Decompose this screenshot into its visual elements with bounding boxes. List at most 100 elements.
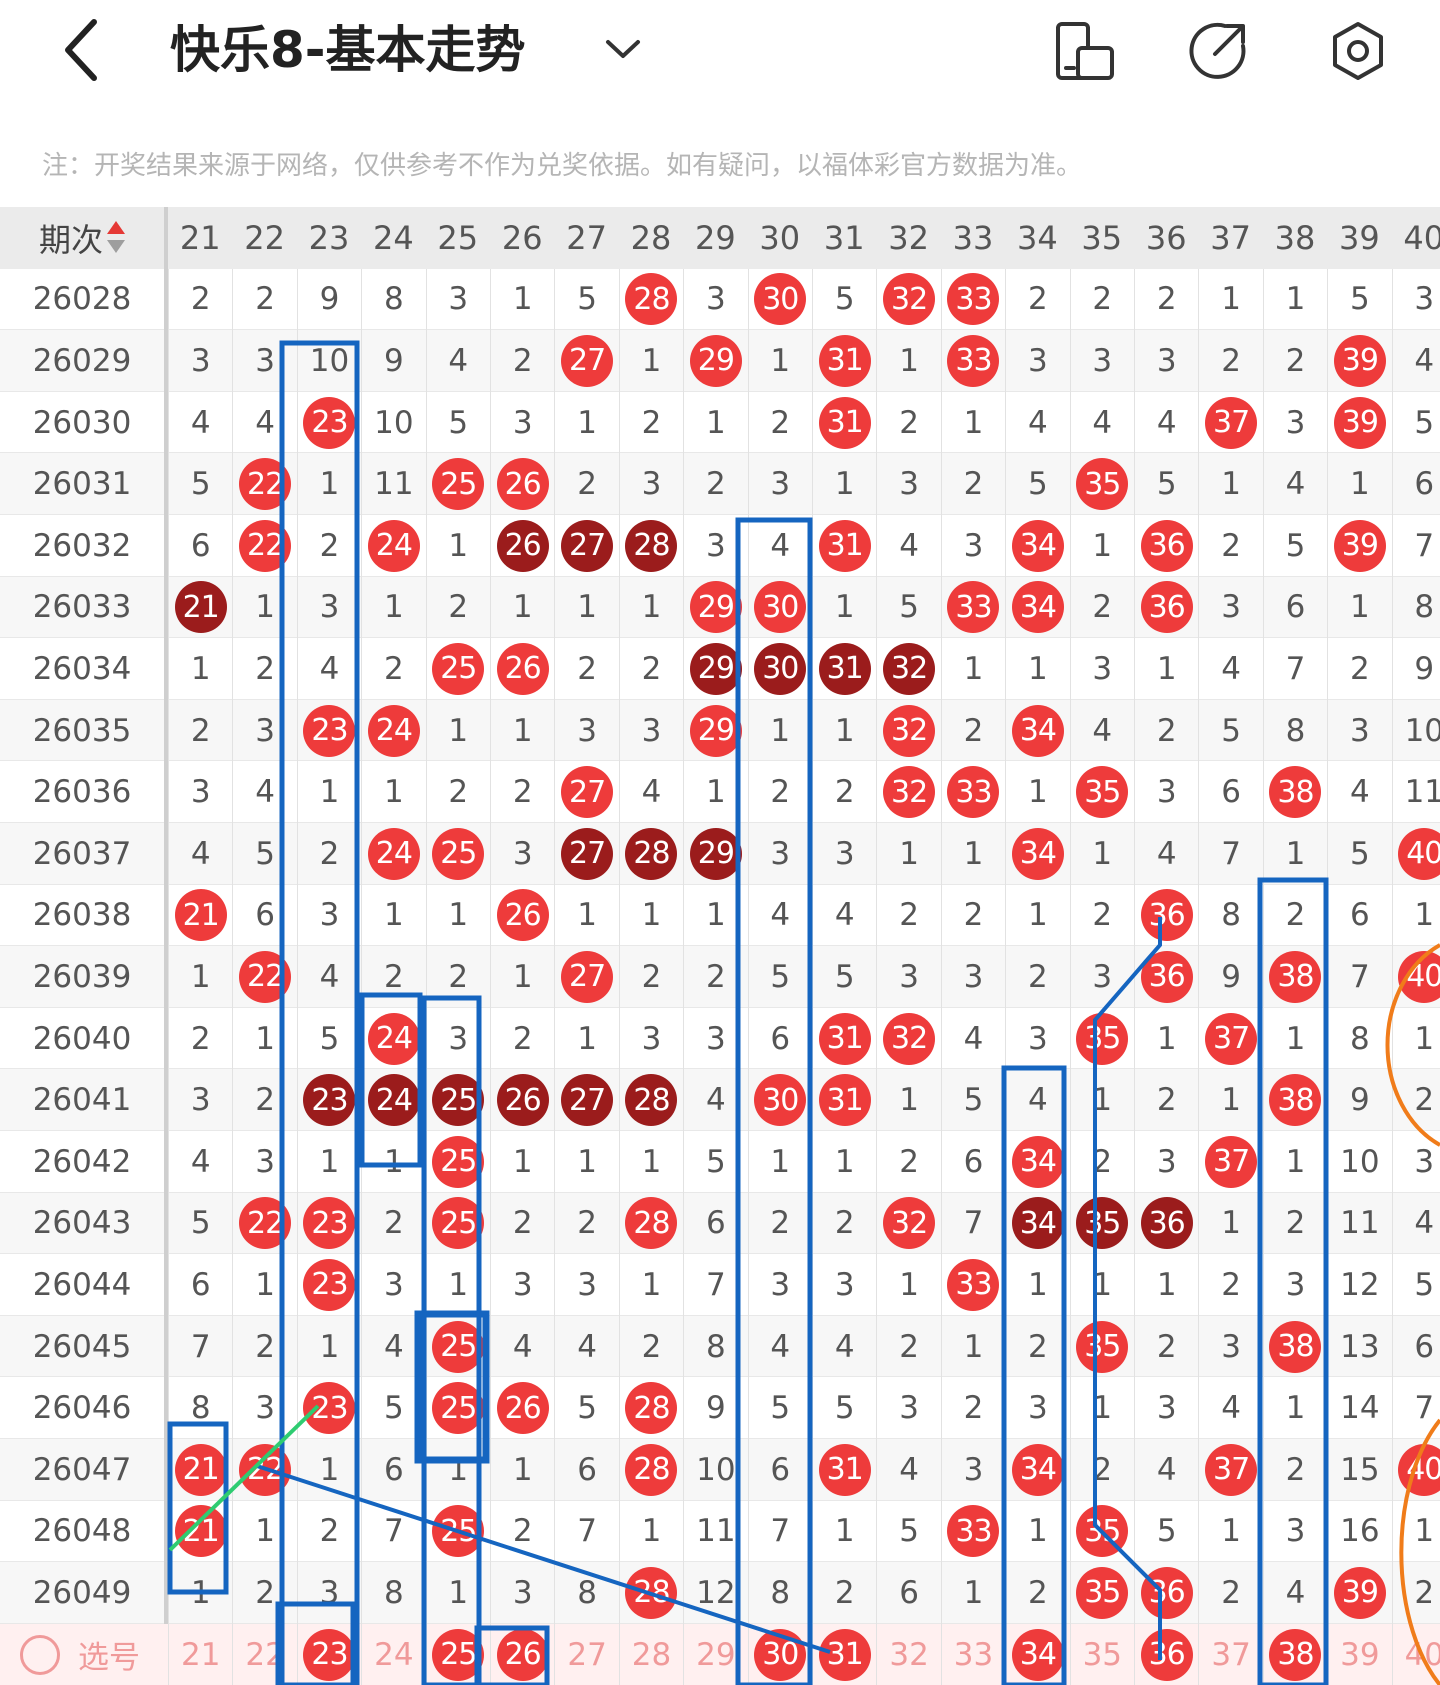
omission-count: 3 bbox=[1156, 1390, 1177, 1427]
omission-count: 1 bbox=[255, 1513, 275, 1550]
trend-cell: 4 bbox=[361, 1315, 425, 1378]
pick-number-29[interactable]: 29 bbox=[683, 1623, 747, 1685]
pick-number-23[interactable]: 23 bbox=[296, 1623, 361, 1685]
column-header-31: 31 bbox=[823, 218, 865, 257]
trend-cell: 1 bbox=[1327, 453, 1391, 515]
issue-column-header[interactable]: 期次 bbox=[0, 207, 168, 269]
pick-number-26[interactable]: 26 bbox=[490, 1623, 554, 1685]
pick-number-22[interactable]: 22 bbox=[232, 1623, 296, 1685]
drawn-number-ball: 22 bbox=[239, 519, 292, 572]
trend-cell: 2 bbox=[876, 884, 940, 947]
omission-count: 7 bbox=[1221, 835, 1241, 872]
pick-number-37[interactable]: 37 bbox=[1198, 1623, 1262, 1685]
trend-cell: 27 bbox=[554, 515, 618, 577]
trend-cell: 35 bbox=[1069, 453, 1134, 515]
trend-cell: 3 bbox=[618, 1007, 683, 1070]
omission-count: 2 bbox=[1156, 1082, 1177, 1119]
trend-cell: 39 bbox=[1327, 515, 1391, 577]
pick-number-30[interactable]: 30 bbox=[747, 1623, 812, 1685]
omission-count: 3 bbox=[1221, 1328, 1241, 1365]
omission-count: 3 bbox=[1156, 774, 1177, 811]
rotate-screen-button[interactable] bbox=[1052, 18, 1118, 84]
pick-number-34[interactable]: 34 bbox=[1005, 1623, 1069, 1685]
omission-count: 1 bbox=[1350, 589, 1370, 626]
trend-cell: 25 bbox=[425, 1192, 490, 1255]
trend-cell: 22 bbox=[232, 515, 296, 577]
omission-count: 2 bbox=[255, 1574, 275, 1611]
select-number-button[interactable]: 选号 bbox=[20, 1634, 140, 1676]
trend-cell: 2 bbox=[1262, 1192, 1327, 1255]
omission-count: 2 bbox=[448, 958, 469, 995]
pick-number-27[interactable]: 27 bbox=[554, 1623, 618, 1685]
trend-cell: 7 bbox=[168, 1315, 232, 1378]
issue-number: 26046 bbox=[0, 1377, 168, 1439]
omission-count: 1 bbox=[834, 712, 855, 749]
trend-cell: 1 bbox=[1198, 453, 1262, 515]
omission-count: 1 bbox=[448, 1451, 469, 1488]
trend-cell: 36 bbox=[1134, 1562, 1198, 1624]
back-button[interactable] bbox=[60, 14, 120, 84]
trend-cell: 7 bbox=[1198, 823, 1262, 885]
trend-cell: 1 bbox=[490, 699, 554, 762]
omission-count: 2 bbox=[899, 897, 919, 934]
trend-cell: 1 bbox=[1391, 884, 1440, 947]
omission-count: 2 bbox=[1028, 281, 1048, 318]
trend-cell: 5 bbox=[1327, 268, 1391, 331]
pick-number-38[interactable]: 38 bbox=[1262, 1623, 1327, 1685]
trend-cell: 5 bbox=[1327, 823, 1391, 885]
pick-number-36[interactable]: 36 bbox=[1134, 1623, 1198, 1685]
omission-count: 2 bbox=[770, 404, 791, 441]
pick-number-35[interactable]: 35 bbox=[1069, 1623, 1134, 1685]
pick-number-28[interactable]: 28 bbox=[618, 1623, 683, 1685]
trend-cell: 28 bbox=[618, 1439, 683, 1501]
pick-number-39[interactable]: 39 bbox=[1327, 1623, 1391, 1685]
trend-cell: 3 bbox=[940, 946, 1005, 1008]
trend-cell: 2 bbox=[232, 1315, 296, 1378]
omission-count: 4 bbox=[1221, 1390, 1241, 1427]
drawn-number-ball: 22 bbox=[239, 1197, 292, 1250]
pick-number-label: 40 bbox=[1404, 1636, 1440, 1673]
omission-count: 2 bbox=[448, 774, 469, 811]
trend-cell: 29 bbox=[683, 576, 747, 639]
pick-number-21[interactable]: 21 bbox=[168, 1623, 232, 1685]
omission-count: 8 bbox=[1221, 897, 1241, 934]
issue-number: 26036 bbox=[0, 761, 168, 823]
pick-number-25[interactable]: 25 bbox=[425, 1623, 490, 1685]
pick-number-32[interactable]: 32 bbox=[876, 1623, 940, 1685]
trend-cell: 33 bbox=[940, 761, 1005, 823]
share-button[interactable] bbox=[1185, 18, 1251, 84]
column-header-34: 34 bbox=[1017, 218, 1058, 257]
omission-count: 6 bbox=[770, 1020, 791, 1057]
trend-cell: 6 bbox=[232, 884, 296, 947]
column-header-25: 25 bbox=[437, 218, 479, 257]
trend-cell: 11 bbox=[1327, 1192, 1391, 1255]
omission-count: 8 bbox=[1350, 1020, 1370, 1057]
trend-cell: 7 bbox=[683, 1254, 747, 1316]
trend-cell: 30 bbox=[747, 1069, 812, 1131]
title-dropdown-button[interactable] bbox=[598, 28, 648, 68]
omission-count: 9 bbox=[1350, 1082, 1370, 1119]
trend-cell: 4 bbox=[683, 1069, 747, 1131]
trend-cell: 3 bbox=[232, 330, 296, 392]
omission-count: 9 bbox=[1221, 958, 1241, 995]
trend-cell: 2 bbox=[361, 1192, 425, 1255]
trend-cell: 2 bbox=[490, 761, 554, 823]
omission-count: 7 bbox=[963, 1205, 984, 1242]
omission-count: 4 bbox=[1092, 404, 1113, 441]
pick-number-31[interactable]: 31 bbox=[812, 1623, 876, 1685]
pick-number-33[interactable]: 33 bbox=[940, 1623, 1005, 1685]
trend-cell: 1 bbox=[425, 515, 490, 577]
pick-number-40[interactable]: 40 bbox=[1391, 1623, 1440, 1685]
omission-count: 10 bbox=[1404, 712, 1440, 749]
omission-count: 2 bbox=[384, 1205, 404, 1242]
omission-count: 1 bbox=[255, 1266, 275, 1303]
omission-count: 1 bbox=[1285, 835, 1306, 872]
settings-button[interactable] bbox=[1325, 18, 1391, 84]
omission-count: 2 bbox=[1221, 1266, 1241, 1303]
trend-cell: 8 bbox=[1198, 884, 1262, 947]
trend-cell: 5 bbox=[1134, 1500, 1198, 1563]
trend-cell: 3 bbox=[1005, 1377, 1069, 1439]
sort-icon[interactable] bbox=[107, 220, 125, 255]
trend-cell: 4 bbox=[490, 1315, 554, 1378]
pick-number-24[interactable]: 24 bbox=[361, 1623, 425, 1685]
